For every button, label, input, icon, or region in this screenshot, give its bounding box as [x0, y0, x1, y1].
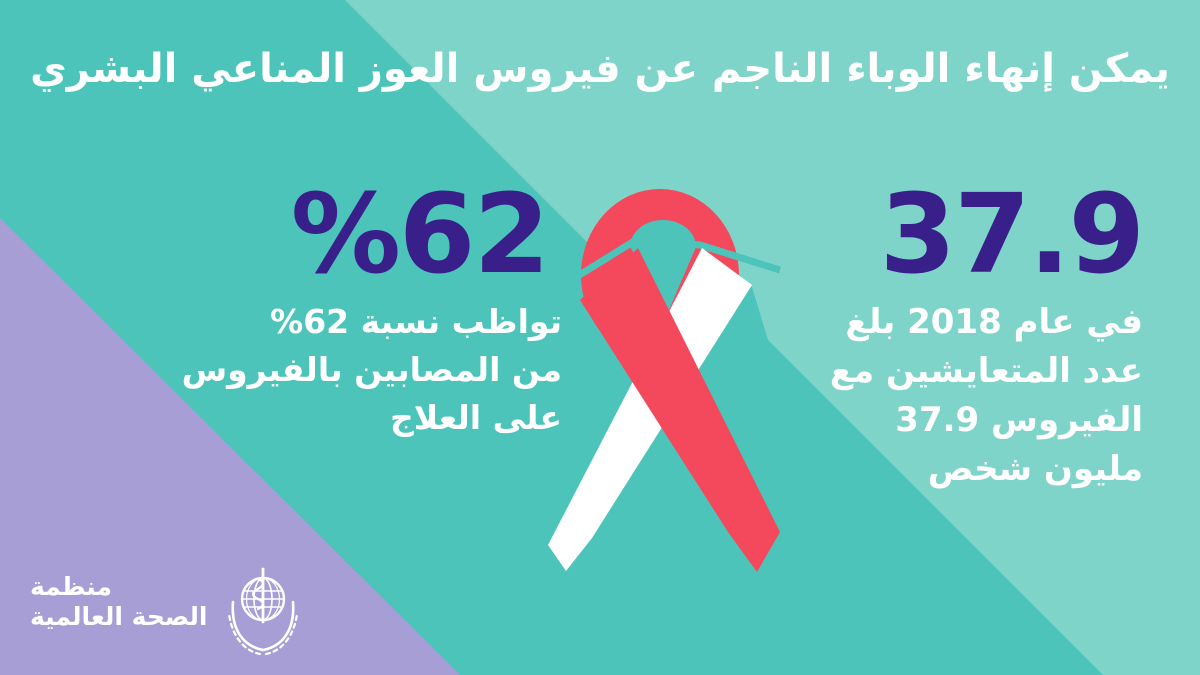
stat-treatment-caption-line: تواظب نسبة ⁦%62⁩	[270, 302, 562, 341]
stat-people-caption-line: مليون شخص	[927, 449, 1143, 489]
stat-treatment-value: %62	[290, 170, 550, 298]
who-wreath-left	[231, 600, 265, 652]
awareness-ribbon-icon	[548, 189, 782, 572]
stat-treatment-caption-line: من المصابين بالفيروس	[181, 350, 562, 389]
who-wreath-leaves-right	[264, 612, 299, 656]
who-wreath-right	[261, 600, 295, 652]
ribbon-slit	[550, 236, 782, 295]
background-light-diagonal	[345, 0, 1200, 675]
stat-people-block: 37.9 في عام 2018 بلغ عدد المتعايشين مع ا…	[830, 170, 1145, 494]
stat-treatment-block: %62 تواظب نسبة ⁦%62⁩ من المصابين بالفيرو…	[182, 178, 562, 442]
stat-people-caption: في عام 2018 بلغ عدد المتعايشين مع الفيرو…	[830, 298, 1143, 494]
ribbon-red-band	[580, 248, 780, 572]
stat-treatment-caption: تواظب نسبة ⁦%62⁩ من المصابين بالفيروس عل…	[182, 298, 562, 442]
who-logo-text: منظمة الصحة العالمية	[30, 572, 220, 632]
stat-people-caption-line: عدد المتعايشين مع	[829, 351, 1143, 391]
who-emblem-icon	[227, 567, 299, 656]
stat-people-value: 37.9	[879, 170, 1145, 298]
purple-corner-triangle	[0, 218, 460, 675]
stat-treatment-caption-line: على العلاج	[389, 398, 562, 437]
page-title: يمكن إنهاء الوباء الناجم عن فيروس العوز …	[30, 46, 1170, 92]
who-wreath-leaves-left	[227, 612, 262, 656]
who-logo: منظمة الصحة العالمية	[0, 560, 320, 670]
stat-people-caption-line: الفيروس 37.9	[895, 400, 1143, 440]
who-serpent	[251, 577, 265, 611]
who-logo-text-line1: منظمة	[30, 572, 112, 601]
stat-people-caption-line: في عام 2018 بلغ	[845, 302, 1143, 342]
who-logo-text-line2: الصحة العالمية	[30, 602, 208, 631]
